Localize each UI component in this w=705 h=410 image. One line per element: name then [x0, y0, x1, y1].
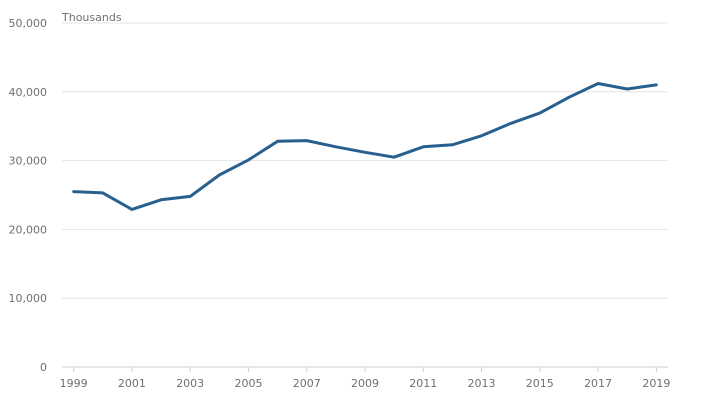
y-tick-label: 40,000	[9, 86, 48, 99]
x-tick-label: 2001	[118, 377, 146, 390]
x-tick-label: 2015	[526, 377, 554, 390]
x-tick-label: 2013	[468, 377, 496, 390]
x-tick-label: 2017	[584, 377, 612, 390]
y-axis-unit-label: Thousands	[61, 11, 122, 24]
y-tick-label: 30,000	[9, 155, 48, 168]
x-tick-label: 1999	[60, 377, 88, 390]
x-tick-label: 2009	[351, 377, 379, 390]
gridlines	[62, 22, 668, 299]
axes: 0 10,000 20,000 30,000 40,000 50,000 1999 2001 2…	[9, 17, 671, 390]
x-tick-label: 2007	[293, 377, 321, 390]
y-tick-label: 20,000	[9, 223, 48, 236]
x-tick-label: 2011	[409, 377, 437, 390]
y-tick-label: 0	[40, 361, 47, 374]
y-tick-label: 10,000	[9, 292, 48, 305]
series-line	[72, 82, 658, 211]
series-layer	[72, 82, 658, 211]
x-tick-label: 2003	[176, 377, 204, 390]
x-tick-label: 2005	[234, 377, 262, 390]
x-tick-label: 2019	[642, 377, 670, 390]
y-tick-label: 50,000	[9, 17, 48, 30]
